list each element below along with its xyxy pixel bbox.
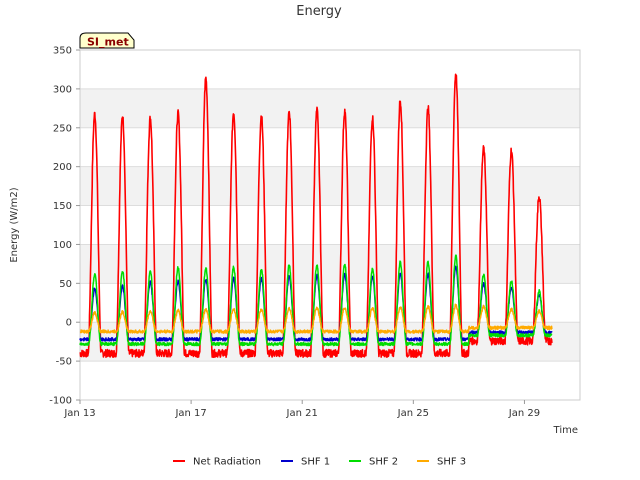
series-line bbox=[79, 265, 553, 342]
plot-frame bbox=[79, 49, 581, 401]
background-band bbox=[80, 244, 580, 284]
legend-label: SHF 3 bbox=[437, 457, 466, 468]
x-tick-label: Jan 21 bbox=[286, 408, 318, 419]
y-tick-label: 100 bbox=[53, 240, 72, 251]
y-tick-label: -100 bbox=[49, 396, 72, 407]
site-label-shape bbox=[79, 32, 135, 49]
series-layer bbox=[79, 73, 553, 358]
background-band bbox=[80, 166, 580, 206]
legend: Net Radiation SHF 1 SHF 2 SHF 3 bbox=[173, 457, 466, 468]
x-tick-label: Jan 25 bbox=[397, 408, 429, 419]
chart-title: Energy bbox=[296, 4, 342, 19]
x-tick-label: Jan 13 bbox=[63, 408, 95, 419]
y-tick-label: 150 bbox=[53, 201, 72, 212]
y-tick-label: 250 bbox=[53, 123, 72, 134]
y-tick-label: -50 bbox=[56, 357, 72, 368]
series-line bbox=[79, 254, 553, 347]
y-tick-label: 50 bbox=[59, 279, 72, 290]
x-tick-label: Jan 29 bbox=[508, 408, 540, 419]
site-label-box: SI_met bbox=[79, 32, 135, 49]
legend-label: SHF 2 bbox=[369, 457, 398, 468]
series-line bbox=[79, 73, 553, 358]
y-axis-ticks: -100 -50 0 50 100 150 200 250 300 350 bbox=[49, 46, 80, 407]
x-tick-label: Jan 17 bbox=[174, 408, 206, 419]
y-tick-label: 350 bbox=[53, 46, 72, 57]
y-tick-label: 0 bbox=[66, 318, 72, 329]
x-axis-ticks: Jan 13 Jan 17 Jan 21 Jan 25 Jan 29 bbox=[63, 400, 540, 419]
y-axis-title: Energy (W/m2) bbox=[9, 187, 20, 262]
site-label: SI_met bbox=[87, 36, 129, 49]
background-band bbox=[80, 88, 580, 128]
y-tick-label: 300 bbox=[53, 84, 72, 95]
y-tick-label: 200 bbox=[53, 162, 72, 173]
x-axis-title: Time bbox=[553, 425, 578, 436]
legend-label: Net Radiation bbox=[193, 457, 261, 468]
legend-label: SHF 1 bbox=[301, 457, 330, 468]
series-line bbox=[79, 303, 553, 334]
